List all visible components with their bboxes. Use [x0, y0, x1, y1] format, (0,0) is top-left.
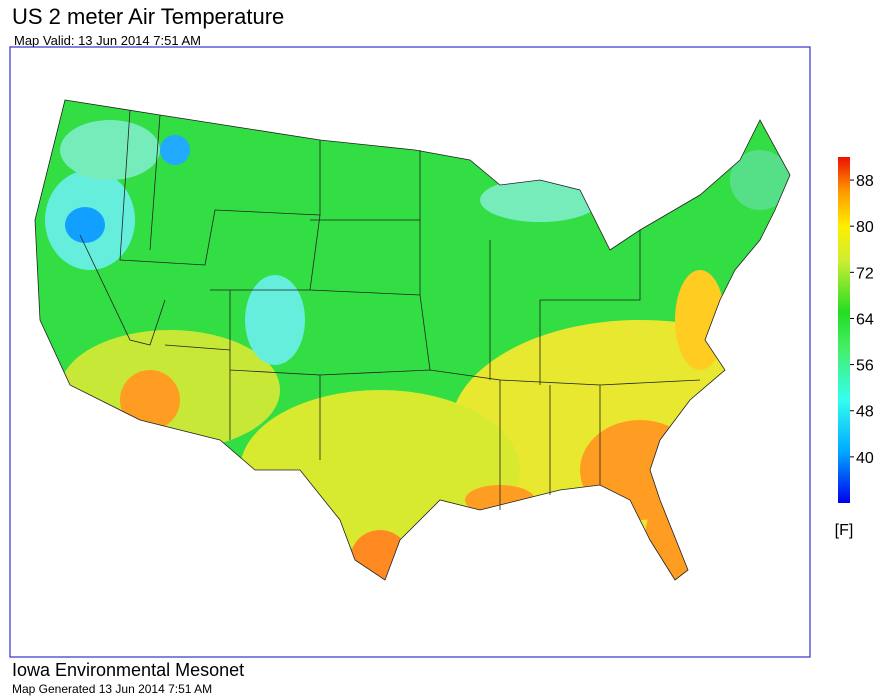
- colorbar-tick-label: 80: [856, 219, 874, 236]
- colorbar: [838, 157, 850, 503]
- footer-generated: Map Generated 13 Jun 2014 7:51 AM: [12, 682, 212, 696]
- subtitle: Map Valid: 13 Jun 2014 7:51 AM: [14, 33, 201, 48]
- title: US 2 meter Air Temperature: [12, 4, 284, 29]
- colorbar-tick-label: 56: [856, 358, 874, 375]
- colorbar-tick-label: 40: [856, 450, 874, 467]
- state-lines: [79, 109, 701, 510]
- footer-organization: Iowa Environmental Mesonet: [12, 660, 244, 680]
- colorbar-tick-label: 48: [856, 404, 874, 421]
- colorbar-tick-label: 72: [856, 265, 874, 282]
- colorbar-tick-label: 64: [856, 311, 874, 328]
- colorbar-unit: [F]: [835, 522, 854, 539]
- colorbar-tick-label: 88: [856, 173, 874, 190]
